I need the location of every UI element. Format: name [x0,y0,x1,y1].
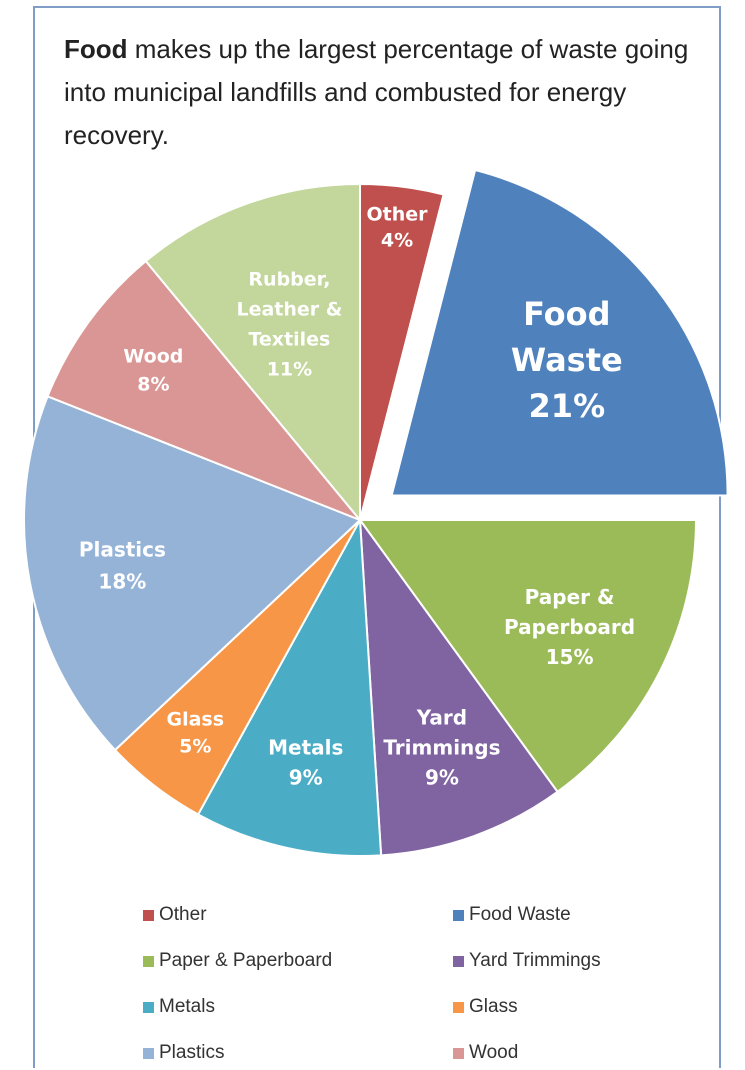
title-rest: makes up the largest percentage of waste… [64,34,689,150]
legend: Other Food Waste Paper & Paperboard Yard Tr… [143,900,703,1068]
slice-label-plastics: Plastics 18% [79,537,166,593]
legend-swatch [453,955,464,967]
slice-label-yard-trimmings: Yard Trimmings 9% [383,706,500,790]
pie-slice-paper-paperboard [358,519,698,794]
legend-swatch [453,1047,464,1059]
slice-label-other: Other 4% [367,203,429,251]
legend-item: Wood [453,1038,703,1068]
pie-slice-metals [196,516,383,857]
slice-label-metals: Metals 9% [268,736,343,790]
legend-swatch [143,909,154,921]
slice-label-glass: Glass 5% [166,709,224,758]
legend-swatch [453,909,464,921]
slice-label-food-waste: Food Waste 21% [511,295,623,425]
title-bold: Food [64,34,128,64]
legend-item: Glass [453,992,703,1022]
pie-slice-wood [46,259,361,521]
legend-label: Paper & Paperboard [159,950,333,971]
slice-label-rubber-leather-textiles: Rubber, Leather & Textiles 11% [236,269,342,381]
legend-label: Glass [469,996,518,1017]
slice-label-paper-paperboard: Paper & Paperboard 15% [504,585,635,669]
pie-slice-food-waste [390,168,729,497]
legend-label: Yard Trimmings [469,950,601,971]
legend-label: Other [159,904,207,925]
legend-item: Plastics [143,1038,453,1068]
pie-slice-plastics [23,395,362,752]
legend-label: Wood [469,1042,519,1063]
legend-swatch [143,1047,154,1059]
legend-item: Food Waste [453,900,703,930]
legend-label: Food Waste [469,904,571,925]
legend-swatch [143,955,154,967]
legend-item: Yard Trimmings [453,946,703,976]
chart-title: Food makes up the largest percentage of … [64,28,704,157]
pie-slice-yard-trimmings [358,516,559,857]
legend-item: Paper & Paperboard [143,946,453,976]
legend-label: Metals [159,996,215,1017]
legend-swatch [143,1001,154,1013]
legend-swatch [453,1001,464,1013]
legend-item: Metals [143,992,453,1022]
legend-item: Other [143,900,453,930]
pie-slice-rubber-leather-textiles [144,182,361,523]
legend-label: Plastics [159,1042,225,1063]
slice-label-wood: Wood 8% [123,346,183,396]
